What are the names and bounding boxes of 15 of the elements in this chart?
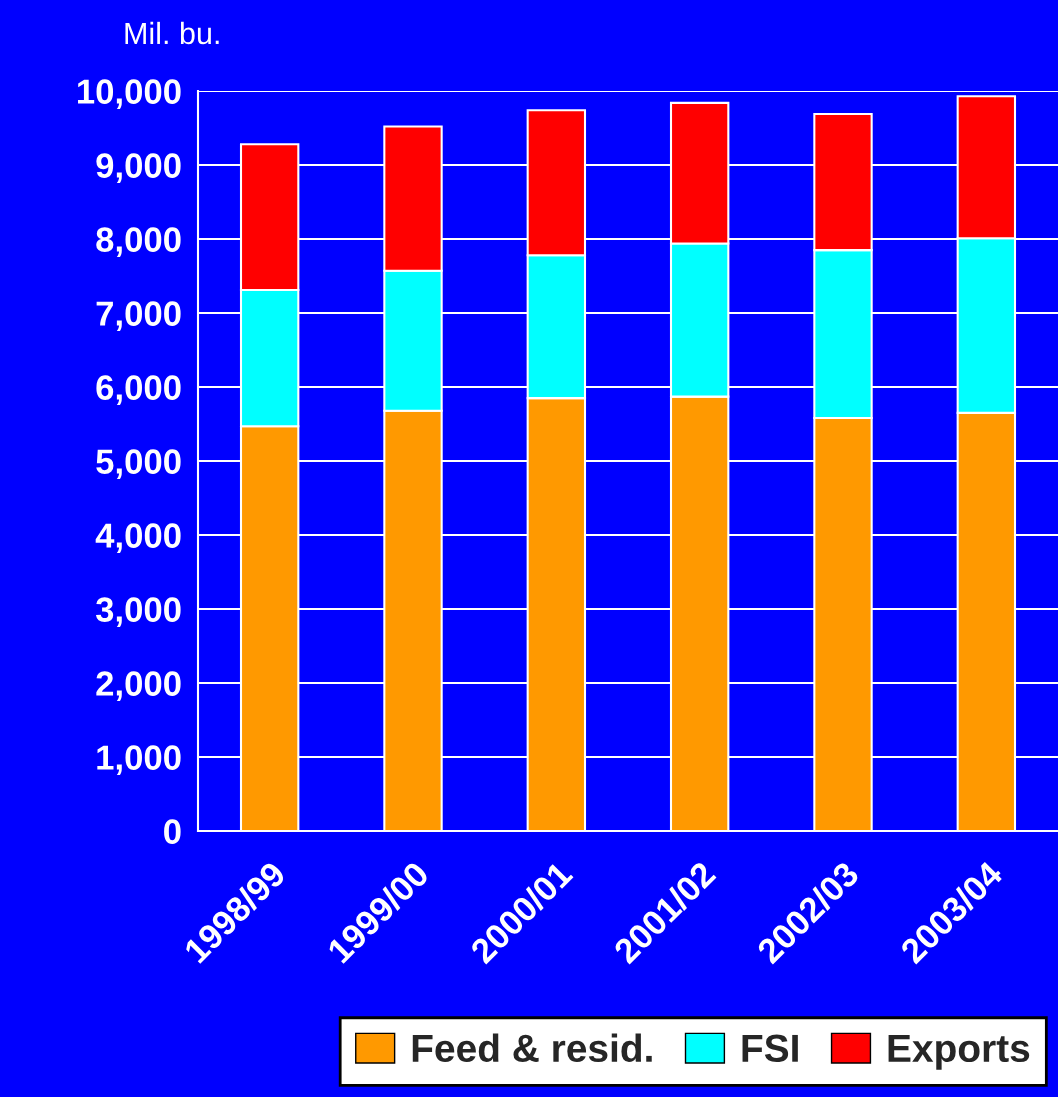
y-tick-label: 5,000: [96, 449, 181, 479]
y-tick-label: 4,000: [95, 523, 181, 553]
y-tick-label: 6,000: [96, 375, 181, 405]
y-tick-label: 8,000: [96, 227, 181, 257]
y-tick-label: 0: [164, 819, 181, 844]
y-axis-title: Mil. bu.: [125, 21, 219, 45]
legend-label: Feed & resid.: [412, 1033, 652, 1063]
legend-label: FSI: [742, 1034, 798, 1063]
y-tick-label: 3,000: [95, 597, 181, 627]
y-tick-label: 2,000: [96, 671, 181, 701]
y-tick-label: 1,000: [97, 745, 181, 775]
legend-label: Exports: [888, 1034, 1030, 1070]
y-tick-label: 9,000: [96, 153, 181, 183]
y-tick-label: 10,000: [78, 79, 181, 109]
y-tick-label: 7,000: [96, 301, 181, 331]
